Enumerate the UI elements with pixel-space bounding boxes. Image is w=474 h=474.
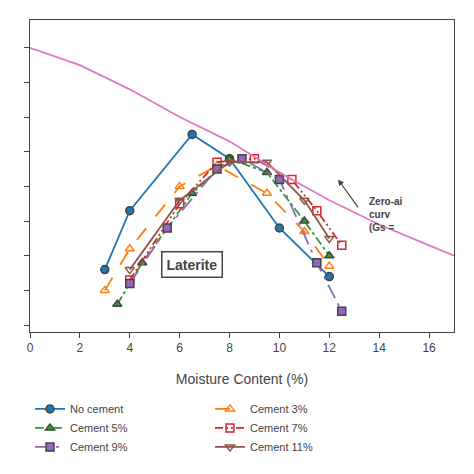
svg-text:2: 2 bbox=[77, 341, 84, 355]
svg-text:4: 4 bbox=[126, 341, 133, 355]
svg-text:Moisture Content (%): Moisture Content (%) bbox=[176, 371, 308, 387]
svg-text:16: 16 bbox=[422, 341, 436, 355]
svg-text:6: 6 bbox=[176, 341, 183, 355]
svg-text:Zero-aicurv(Gs =: Zero-aicurv(Gs = bbox=[369, 196, 403, 233]
svg-text:No cement: No cement bbox=[70, 403, 123, 415]
svg-text:10: 10 bbox=[273, 341, 287, 355]
svg-text:Cement 11%: Cement 11% bbox=[250, 441, 313, 453]
svg-text:Laterite: Laterite bbox=[167, 257, 218, 273]
svg-text:14: 14 bbox=[373, 341, 387, 355]
svg-text:Cement 9%: Cement 9% bbox=[70, 441, 128, 453]
svg-text:0: 0 bbox=[27, 341, 34, 355]
svg-text:12: 12 bbox=[323, 341, 337, 355]
svg-text:8: 8 bbox=[226, 341, 233, 355]
svg-text:Cement 7%: Cement 7% bbox=[250, 422, 308, 434]
svg-text:Cement 3%: Cement 3% bbox=[250, 403, 308, 415]
svg-text:Cement 5%: Cement 5% bbox=[70, 422, 128, 434]
